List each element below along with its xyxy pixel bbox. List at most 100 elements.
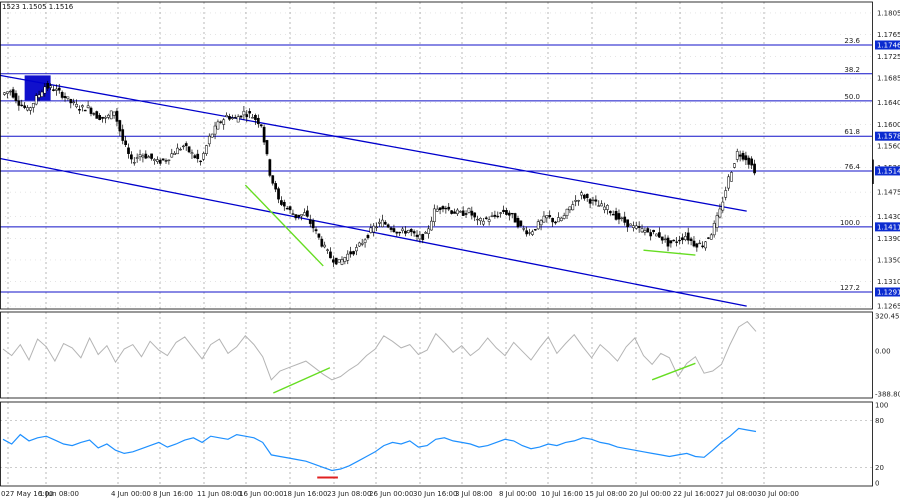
candle-body [248,111,252,114]
candle-body [20,104,24,107]
candle-body [104,117,107,119]
candle-body [378,221,381,224]
candle-body [663,238,667,241]
candle-body [161,158,165,161]
rsi-line [2,427,757,472]
candle-body [533,229,537,231]
candle-body [571,204,575,211]
candle-body [138,154,142,158]
y-tick-label: 1.1560 [877,142,900,150]
candle-body [216,121,220,130]
candle-body [562,215,566,219]
candle-body [282,201,286,207]
candle-body [401,228,404,231]
candle-body [80,105,84,108]
candle-body [118,120,122,132]
panel-frame [0,1,873,310]
candle-body [40,91,44,97]
candle-body [3,92,6,95]
candle-body [233,117,237,119]
candle-body [464,213,468,215]
candle-body [574,200,578,202]
y-tick-label: 1.1640 [877,99,900,107]
candle-body [424,232,428,234]
candle-body [482,220,485,225]
candle-body [432,208,436,222]
candle-body [476,218,479,221]
x-tick-label: 18 Jun 16:00 [283,490,327,498]
candle-body [617,213,621,220]
y-tick-label: 1.1390 [877,235,900,243]
candle-body [375,226,378,228]
candle-body [101,116,104,119]
candle-body [430,220,433,231]
candle-body [323,244,327,248]
candle-body [649,232,653,237]
candle-body [254,115,257,120]
price-tag [875,166,900,176]
candle-body [37,94,41,98]
candle-body [196,153,200,160]
candle-body [505,210,508,215]
candle-body [11,89,15,98]
candle-body [620,217,624,219]
candle-body [156,159,159,162]
price-tag-label: 1.1514 [877,167,900,175]
candle-body [147,156,151,159]
fib-level-label: 127.2 [840,284,860,292]
candle-body [225,115,228,118]
candle-body [55,88,58,91]
candle-body [660,236,664,241]
candle-body [479,218,482,222]
candle-body [363,239,367,243]
candle-body [637,226,641,228]
candle-body [236,116,240,123]
candle-body [496,215,500,218]
candle-body [629,223,632,226]
candle-body [580,192,583,196]
candle-body [715,215,719,228]
candle-body [597,205,601,207]
candle-body [539,220,543,226]
candle-body [456,209,459,215]
cci-divergence-line [273,367,331,394]
fib-level-label: 50.0 [844,93,860,101]
panel-frame [0,311,873,399]
candle-body [46,83,50,89]
candle-body [199,160,202,163]
candle-body [130,154,133,160]
candle-body [280,200,283,205]
fib-level-label: 76.4 [844,163,860,171]
candle-body [487,219,491,222]
x-tick-label: 027 May 16:00 [1,490,53,498]
y-tick-label: 1.1475 [877,189,900,197]
candle-body [17,100,21,106]
x-tick-label: 3 Jul 08:00 [455,490,493,498]
rsi-tick-label: 0 [875,480,879,488]
price-tag [875,131,900,141]
candle-body [112,111,116,116]
candle-body [14,93,18,102]
candle-body [231,117,234,119]
candle-body [355,247,358,252]
candle-body [366,235,370,239]
candle-body [5,91,9,94]
candle-body [689,238,693,241]
candle-body [210,133,214,138]
x-tick-label: 15 Jul 08:00 [585,490,627,498]
cci-tick-label: 320.4558 [875,313,900,321]
candle-body [542,215,546,223]
vertical-grid [0,2,872,486]
candle-body [106,114,110,118]
candle-body [704,241,707,249]
candle-body [528,232,531,234]
candle-body [343,257,347,262]
candle-body [493,214,497,217]
candle-body [357,242,361,247]
y-tick-label: 1.1600 [877,121,900,129]
x-tick-label: 10 Jul 16:00 [541,490,583,498]
candle-body [239,115,243,118]
x-tick-label: 30 Jun 16:00 [413,490,457,498]
divergence-line [244,184,324,267]
